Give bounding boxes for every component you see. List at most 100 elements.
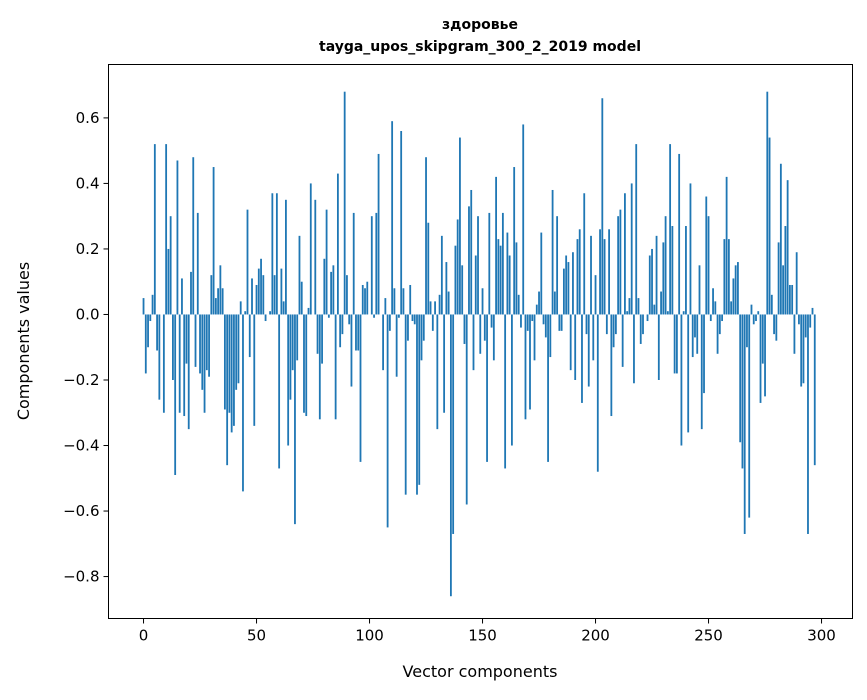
- bar: [472, 314, 475, 371]
- chart-title: здоровье: [442, 17, 518, 33]
- bar: [755, 314, 757, 322]
- bar: [687, 314, 690, 433]
- bar: [350, 314, 353, 387]
- bar: [287, 314, 290, 446]
- bar: [811, 307, 814, 315]
- bar: [223, 314, 226, 410]
- bar: [465, 314, 468, 505]
- bar: [251, 278, 253, 315]
- bar: [357, 314, 360, 351]
- bar: [264, 314, 267, 322]
- bar: [339, 314, 342, 348]
- bar: [305, 314, 308, 417]
- bar: [689, 183, 692, 315]
- bar: [642, 314, 644, 335]
- bar: [594, 275, 597, 315]
- bar: [479, 314, 482, 354]
- bar: [366, 281, 369, 315]
- bar: [734, 265, 737, 315]
- bar: [438, 294, 441, 315]
- bar: [375, 212, 378, 315]
- bar: [809, 314, 812, 328]
- bar: [608, 229, 610, 315]
- bar: [601, 98, 604, 315]
- bar: [635, 144, 638, 315]
- bar: [490, 314, 493, 328]
- bar: [544, 314, 547, 338]
- bar: [718, 314, 721, 335]
- bar: [246, 209, 249, 315]
- x-axis-label: Vector components: [403, 662, 558, 681]
- bar: [655, 235, 658, 315]
- bar: [737, 262, 739, 315]
- bar: [662, 242, 665, 315]
- bar: [278, 314, 281, 469]
- bar: [802, 314, 805, 384]
- bar: [576, 239, 579, 315]
- bar: [775, 314, 778, 341]
- x-tick-label: 100: [355, 627, 384, 645]
- bar: [648, 255, 651, 315]
- bar: [343, 91, 346, 315]
- bar: [705, 196, 708, 315]
- bar: [364, 288, 366, 315]
- bar: [639, 314, 642, 344]
- bar: [355, 314, 357, 351]
- bar: [325, 209, 328, 315]
- bar: [314, 199, 317, 315]
- bar: [468, 206, 470, 315]
- bar: [800, 314, 803, 387]
- bar: [260, 258, 262, 315]
- bar: [522, 124, 525, 315]
- bar: [777, 242, 780, 315]
- bar: [382, 314, 384, 371]
- bar: [673, 314, 676, 374]
- bar: [770, 294, 773, 315]
- bar: [185, 314, 188, 364]
- bar: [183, 314, 186, 417]
- bar: [341, 314, 344, 335]
- bar: [242, 314, 244, 492]
- bar: [239, 301, 242, 315]
- bar: [187, 314, 190, 430]
- bar: [158, 314, 161, 400]
- bar: [624, 193, 626, 315]
- bar: [581, 314, 583, 403]
- bar: [257, 268, 260, 315]
- bar: [395, 314, 398, 377]
- bar: [501, 212, 504, 315]
- bar: [402, 288, 405, 315]
- bar: [285, 199, 287, 315]
- bar: [483, 314, 486, 341]
- x-tick-label: 200: [581, 627, 610, 645]
- bar: [529, 314, 531, 410]
- bar: [398, 314, 400, 318]
- bar: [526, 314, 529, 331]
- bar: [149, 314, 152, 322]
- bars-group: [142, 91, 816, 597]
- bar: [377, 153, 380, 315]
- bar: [244, 311, 247, 315]
- bar: [144, 314, 147, 374]
- bar: [429, 301, 432, 315]
- bar: [709, 314, 712, 322]
- bar: [556, 216, 559, 315]
- x-tick-label: 150: [468, 627, 497, 645]
- bar: [327, 314, 330, 318]
- bar: [321, 314, 323, 364]
- bar: [459, 137, 461, 315]
- bar: [156, 314, 158, 351]
- bar: [391, 121, 394, 315]
- bar: [560, 314, 563, 331]
- bar: [547, 314, 549, 462]
- bar: [506, 232, 509, 315]
- bar: [574, 314, 577, 380]
- x-tick-label: 300: [807, 627, 836, 645]
- bar: [567, 262, 570, 315]
- bar: [425, 157, 427, 315]
- bar: [440, 235, 443, 315]
- bar: [585, 314, 588, 335]
- bar: [196, 212, 199, 315]
- bar: [280, 268, 283, 315]
